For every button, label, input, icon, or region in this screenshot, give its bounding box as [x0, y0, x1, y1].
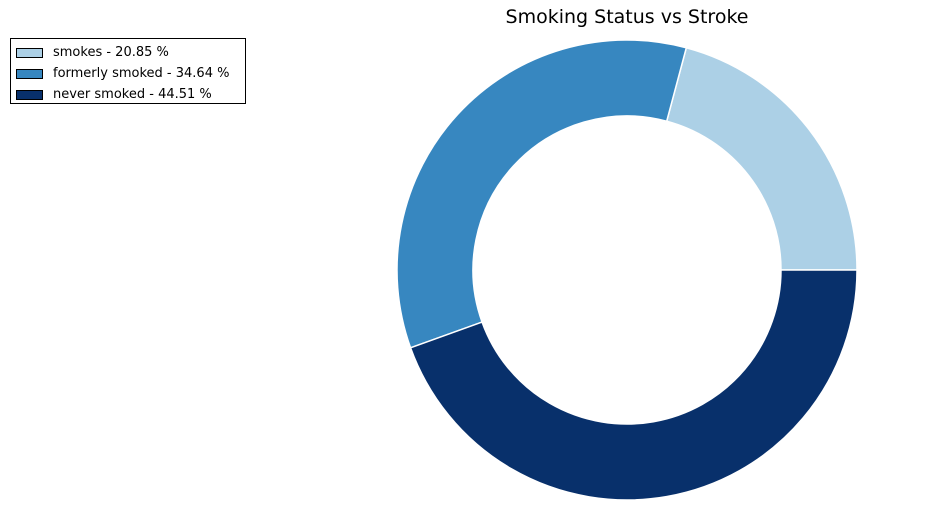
- legend-swatch-formerly-smoked: [16, 68, 43, 79]
- legend-swatch-never-smoked: [16, 89, 43, 100]
- chart-title: Smoking Status vs Stroke: [505, 6, 749, 28]
- slice-smokes: [665, 46, 858, 271]
- legend-label-never-smoked: never smoked - 44.51 %: [53, 87, 212, 102]
- legend-swatch-smokes: [16, 47, 43, 58]
- legend-label-smokes: smokes - 20.85 %: [53, 45, 169, 60]
- slice-formerly-smoked: [396, 39, 688, 349]
- slice-never-smoked: [409, 269, 858, 501]
- legend-entry-formerly-smoked: formerly smoked - 34.64 %: [16, 63, 245, 84]
- legend-entry-smokes: smokes - 20.85 %: [16, 42, 245, 63]
- legend-entry-never-smoked: never smoked - 44.51 %: [16, 84, 245, 105]
- legend-label-formerly-smoked: formerly smoked - 34.64 %: [53, 66, 230, 81]
- legend: smokes - 20.85 % formerly smoked - 34.64…: [10, 38, 246, 104]
